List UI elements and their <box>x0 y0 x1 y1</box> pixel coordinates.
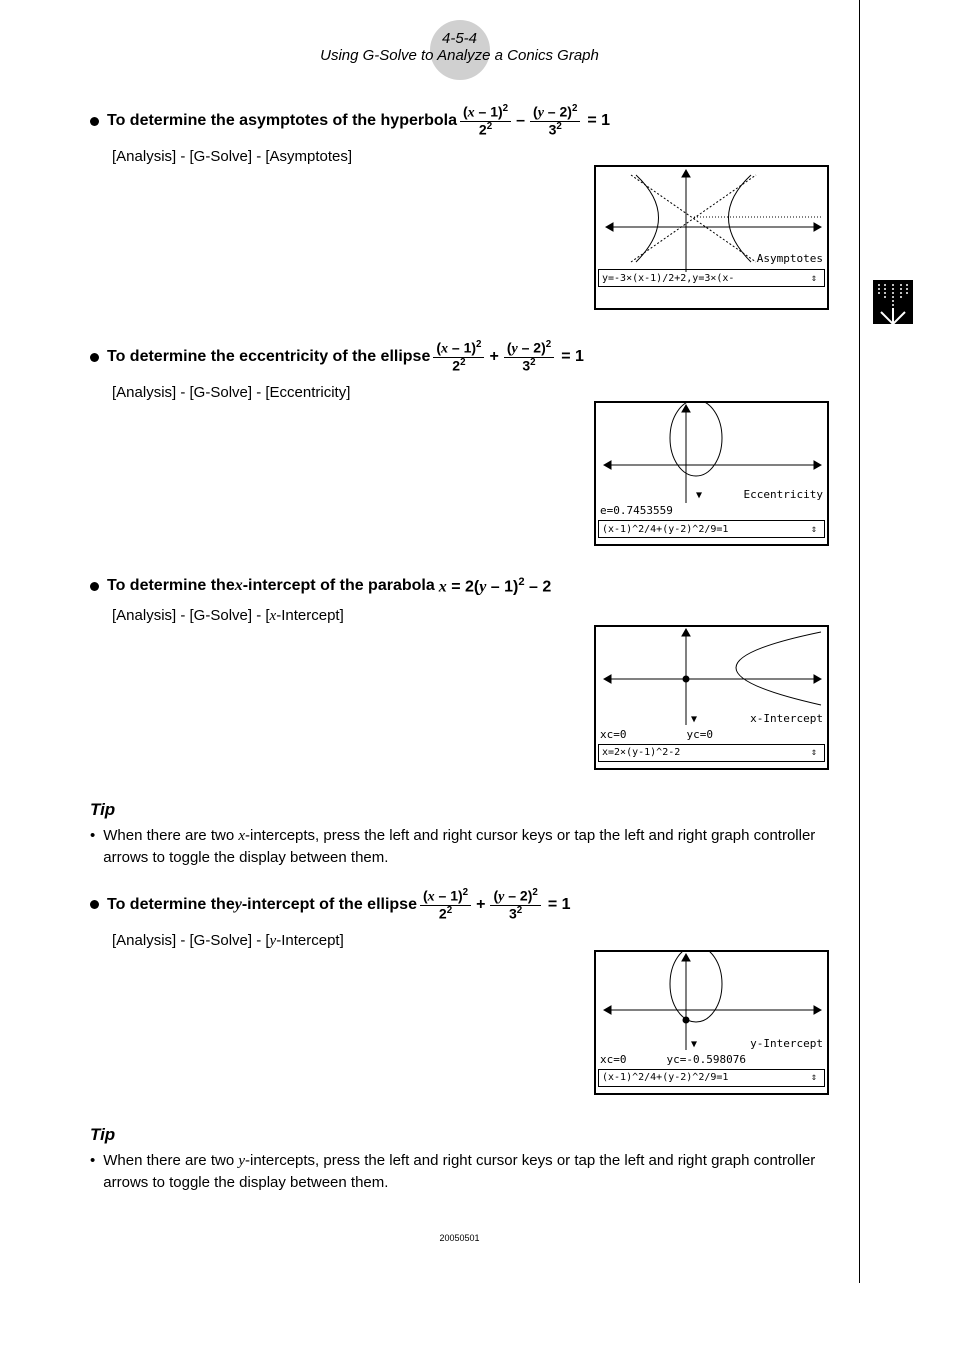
menu-path-asymptotes: [Analysis] - [G-Solve] - [Asymptotes] <box>112 148 829 165</box>
calc-screen-yintercept: ▼ y-Intercept xc=0 yc=-0.598076 (x-1)^2/… <box>594 950 829 1095</box>
result-yc: yc=0 <box>687 728 714 741</box>
result-label: x-Intercept <box>750 712 823 725</box>
result-label: Asymptotes <box>757 252 823 265</box>
result-label: y-Intercept <box>750 1037 823 1050</box>
screen-equation: (x-1)^2/4+(y-2)^2/9=1 <box>602 1072 728 1083</box>
result-yc: yc=-0.598076 <box>667 1053 746 1066</box>
screen-result: e=0.7453559 <box>596 503 827 518</box>
svg-text:▼: ▼ <box>691 1039 697 1050</box>
scroll-icon[interactable]: ⇕ <box>807 522 821 536</box>
tip-heading: Tip <box>90 800 829 820</box>
tip-body: • When there are two x-intercepts, press… <box>90 825 829 868</box>
calc-screen-xintercept: ▼ x-Intercept xc=0 yc=0 x=2×(y-1)^2-2 ⇕ <box>594 625 829 770</box>
scroll-icon[interactable]: ⇕ <box>807 1071 821 1085</box>
section-title-xintercept: To determine the x-intercept of the para… <box>90 576 829 596</box>
result-xc: xc=0 <box>600 1053 627 1066</box>
screen-equation: (x-1)^2/4+(y-2)^2/9=1 <box>602 524 728 535</box>
result-xc: xc=0 <box>600 728 627 741</box>
menu-path-yintercept: [Analysis] - [G-Solve] - [y-Intercept] <box>112 932 829 950</box>
page-number: 4-5-4 <box>90 30 829 47</box>
svg-text:▼: ▼ <box>691 714 697 725</box>
calc-screen-asymptotes: Asymptotes y=-3×(x-1)/2+2,y=3×(x- ⇕ <box>594 165 829 310</box>
menu-path-xintercept: [Analysis] - [G-Solve] - [x-Intercept] <box>112 607 829 625</box>
svg-text:▼: ▼ <box>696 490 702 501</box>
scroll-icon[interactable]: ⇕ <box>807 746 821 760</box>
tip-body: • When there are two y-intercepts, press… <box>90 1150 829 1193</box>
menu-path-eccentricity: [Analysis] - [G-Solve] - [Eccentricity] <box>112 384 829 401</box>
tip-heading: Tip <box>90 1125 829 1145</box>
footer-date: 20050501 <box>90 1233 829 1243</box>
side-nav-icon[interactable] <box>873 280 913 324</box>
section-title-asymptotes: To determine the asymptotes of the hyper… <box>90 104 829 138</box>
result-label: Eccentricity <box>744 488 823 501</box>
page-title: Using G-Solve to Analyze a Conics Graph <box>90 47 829 64</box>
calc-screen-eccentricity: ▼ Eccentricity e=0.7453559 (x-1)^2/4+(y-… <box>594 401 829 546</box>
section-title-yintercept: To determine the y-intercept of the elli… <box>90 888 829 922</box>
screen-equation: x=2×(y-1)^2-2 <box>602 747 680 758</box>
section-title-eccentricity: To determine the eccentricity of the ell… <box>90 340 829 374</box>
